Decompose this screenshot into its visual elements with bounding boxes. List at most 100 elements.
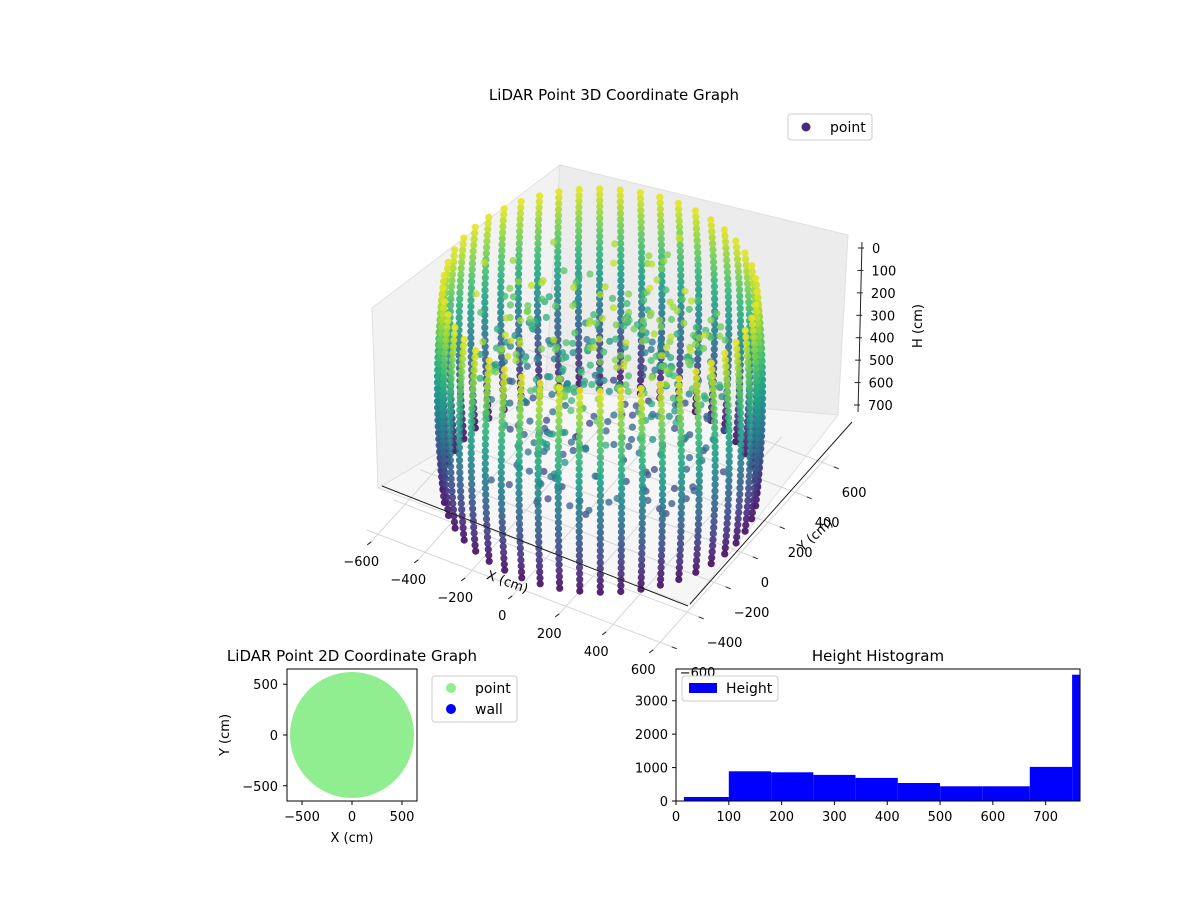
point-3d	[639, 326, 647, 334]
point-3d	[695, 304, 703, 312]
point-3d	[440, 271, 448, 279]
point-3d	[722, 538, 730, 546]
y-ticks-2d: 500 0 −500	[242, 678, 287, 795]
point-3d	[439, 399, 447, 408]
point-3d	[745, 384, 754, 392]
point-3d	[675, 211, 683, 219]
point-3d	[439, 284, 447, 293]
point-3d	[536, 192, 544, 200]
point-3d	[447, 462, 455, 471]
point-3d	[467, 449, 475, 457]
point-3d	[610, 440, 618, 449]
point-3d	[514, 307, 523, 315]
point-3d	[659, 484, 667, 492]
point-3d	[516, 400, 525, 408]
point-3d	[710, 524, 718, 532]
point-3d	[455, 425, 463, 433]
point-3d	[735, 496, 744, 504]
point-3d	[515, 483, 523, 491]
point-3d	[534, 477, 542, 485]
point-3d	[736, 396, 744, 404]
point-3d	[612, 335, 620, 343]
legend-3d-marker	[801, 122, 811, 132]
point-3d	[638, 261, 646, 269]
histogram-bar	[982, 786, 1030, 801]
point-3d	[638, 525, 646, 534]
point-3d	[555, 567, 563, 575]
point-3d	[752, 365, 760, 373]
x-tick-mark-3d	[366, 541, 372, 546]
point-3d	[523, 308, 531, 316]
histogram-bar	[813, 774, 856, 801]
point-3d	[724, 274, 732, 282]
point-3d	[456, 469, 464, 477]
point-3d	[678, 491, 686, 499]
point-3d	[596, 185, 604, 193]
point-3d	[676, 360, 684, 369]
point-3d	[492, 368, 500, 376]
point-3d	[596, 257, 604, 265]
point-3d	[692, 225, 701, 233]
point-3d	[554, 494, 562, 502]
point-3d	[515, 233, 524, 241]
point-3d	[677, 421, 685, 429]
point-3d	[675, 575, 683, 584]
point-3d	[725, 433, 733, 441]
point-3d	[723, 514, 732, 522]
point-3d	[497, 475, 505, 483]
point-3d	[468, 278, 476, 286]
point-3d	[723, 375, 731, 383]
point-3d	[675, 234, 683, 242]
point-3d	[617, 472, 626, 480]
x-tick-label-histogram: 100	[716, 810, 741, 825]
point-3d	[446, 412, 454, 421]
point-3d	[656, 374, 665, 382]
point-3d	[676, 401, 684, 409]
point-3d	[482, 491, 490, 499]
point-3d	[516, 221, 524, 229]
point-3d	[732, 338, 740, 346]
point-3d	[709, 258, 718, 266]
point-3d	[716, 332, 724, 340]
point-3d	[695, 433, 703, 441]
point-3d	[451, 323, 459, 332]
point-3d	[448, 283, 456, 291]
point-3d	[554, 462, 562, 470]
point-3d	[499, 217, 507, 225]
point-3d	[736, 311, 745, 319]
point-3d	[751, 471, 760, 480]
point-3d	[596, 191, 604, 199]
point-3d	[663, 251, 672, 259]
point-3d	[467, 443, 475, 451]
point-3d	[658, 478, 667, 486]
point-3d	[618, 485, 626, 493]
point-3d	[710, 264, 718, 272]
x-tick-label-histogram: 300	[822, 810, 847, 825]
point-3d	[598, 314, 607, 322]
x-tick-label-2d: 0	[348, 810, 356, 825]
point-3d	[516, 413, 524, 421]
point-3d	[638, 495, 647, 503]
point-3d	[516, 215, 524, 223]
x-tick-label-3d: 600	[631, 663, 656, 678]
point-3d	[455, 437, 463, 446]
point-3d	[725, 318, 733, 326]
point-3d	[677, 259, 685, 267]
point-3d	[588, 381, 596, 389]
point-3d	[554, 475, 562, 483]
z-tick-label-3d: 300	[870, 309, 895, 324]
point-3d	[677, 509, 685, 517]
point-3d	[442, 330, 451, 338]
point-3d	[535, 432, 543, 440]
y-tick-label-histogram: 0	[660, 795, 668, 810]
point-3d	[440, 304, 448, 312]
point-3d	[752, 281, 761, 289]
point-3d	[500, 372, 508, 380]
point-3d	[657, 217, 665, 225]
point-3d	[515, 508, 523, 516]
point-3d	[561, 458, 569, 466]
x-tick-label-2d: −500	[284, 810, 320, 825]
point-3d	[616, 192, 624, 200]
point-3d	[744, 286, 752, 294]
point-3d	[485, 557, 493, 565]
